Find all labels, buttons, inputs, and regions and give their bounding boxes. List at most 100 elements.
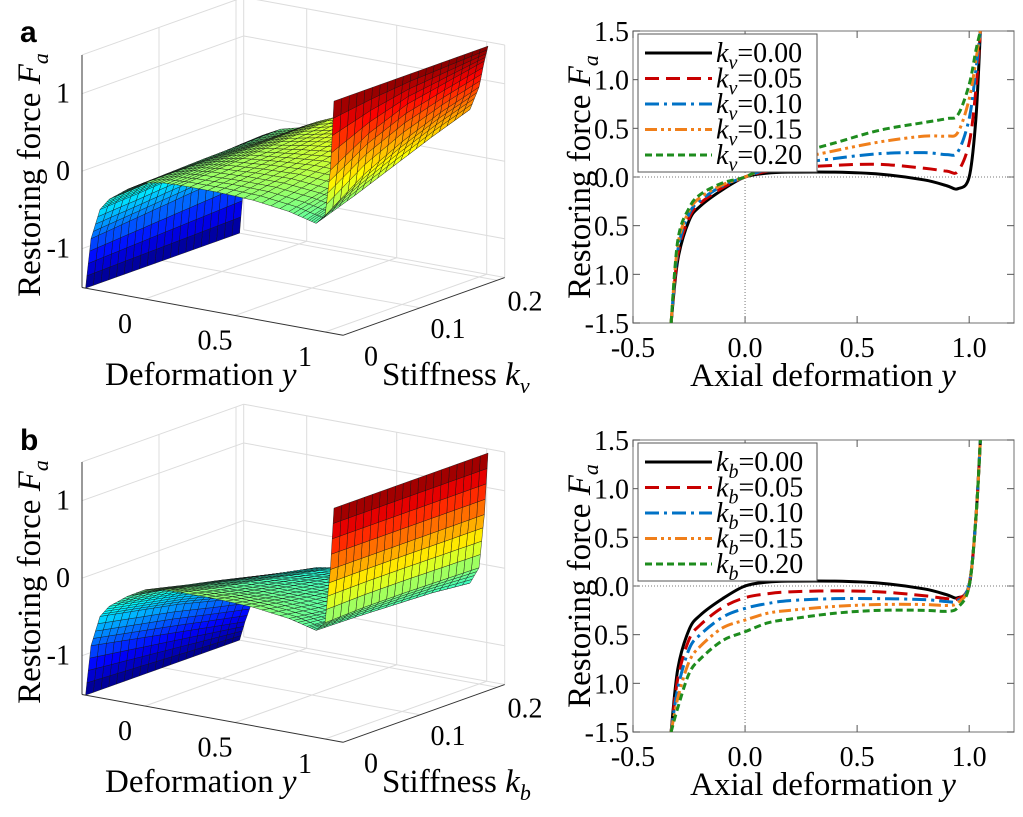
line-plot-a: 1.51.00.50.00.51.0-1.5-0.5 0.0 0.5 1.0kv=0.… <box>562 17 1015 394</box>
legend-variable: k <box>716 89 729 120</box>
x-axis-label: Deformation y <box>105 357 297 393</box>
surface-cell <box>456 461 466 480</box>
legend-entry: kv=0.00 <box>716 38 802 74</box>
surface-plot-b: 1 0 -1 0 0.5 1 0 0.1 0.2 Deformation y Stiffness k… <box>12 403 543 805</box>
grid-line <box>81 35 244 95</box>
legend-subscript: v <box>728 78 737 100</box>
legend-entry: kv=0.05 <box>716 64 802 100</box>
z-tick-label: -1 <box>47 234 70 265</box>
surface-cell <box>409 477 419 497</box>
y-tick-label: 0.2 <box>508 286 543 317</box>
y-axis-label: Restoring force Fa <box>562 55 603 299</box>
z-axis-label-text: Restoring force <box>12 491 48 704</box>
y-tick-label: 0.5 <box>594 114 629 145</box>
surface-cell <box>340 502 350 521</box>
grid-line <box>81 403 244 463</box>
grid-line <box>158 666 421 716</box>
x-tick-label: 1 <box>298 749 312 780</box>
x-axis-label-text: Axial deformation <box>690 767 941 803</box>
legend-value: =0.15 <box>737 115 802 146</box>
surface-cell <box>332 505 342 524</box>
legend-value: =0.20 <box>737 140 802 171</box>
legend-entry: kv=0.20 <box>716 140 802 176</box>
y-axis-label-text: Restoring force <box>562 495 598 708</box>
y-tick-label: 1.5 <box>594 17 629 48</box>
y-tick-label: 1.5 <box>594 426 629 457</box>
surface-cell <box>371 491 381 510</box>
x-tick-label: 1.0 <box>952 742 987 773</box>
legend-subscript: v <box>728 129 737 151</box>
grid-line <box>243 636 505 686</box>
legend-variable: k <box>716 140 729 171</box>
surface-cell <box>425 472 435 491</box>
surface-cell <box>432 469 443 488</box>
surface-cell <box>355 496 366 516</box>
legend-variable: k <box>716 115 729 146</box>
grid-line <box>235 231 498 281</box>
x-axis-label-text: Deformation <box>105 357 282 393</box>
panel-label-a: a <box>20 16 37 49</box>
legend-value: =0.00 <box>737 38 802 69</box>
legend-value: =0.05 <box>737 64 802 95</box>
surface-cell <box>363 494 373 513</box>
y-tick-label: 0.5 <box>594 621 629 652</box>
x-tick-label: 1 <box>298 342 312 373</box>
surface-mesh <box>85 452 489 696</box>
y-axis-label: Stiffness kv <box>382 357 530 398</box>
x-tick-label: 0.0 <box>728 333 763 364</box>
x-tick-label: 0 <box>118 716 132 747</box>
x-tick-label: 0.5 <box>198 733 233 764</box>
y-axis-label-subscript: a <box>578 464 603 475</box>
y-tick-label: 0.0 <box>594 163 629 194</box>
x-axis-label: Axial deformation y <box>690 358 956 394</box>
z-tick-label: 0 <box>56 563 70 594</box>
legend-subscript: b <box>728 487 738 509</box>
z-tick-label: 0 <box>56 156 70 187</box>
y-tick-label: 1.0 <box>594 475 629 506</box>
z-axis-label: Restoring force Fa <box>12 460 53 704</box>
axis-line <box>81 693 344 743</box>
grid-line <box>81 112 244 172</box>
z-axis-label-text: Restoring force <box>12 84 48 297</box>
axis-line <box>342 277 505 336</box>
x-axis-label-variable: y <box>938 358 956 394</box>
surface-cell <box>479 452 489 472</box>
y-tick-label: 0.1 <box>431 721 466 752</box>
legend-entry: kv=0.15 <box>716 115 802 151</box>
legend-variable: k <box>716 549 729 580</box>
y-tick-label: 0.1 <box>431 314 466 345</box>
y-tick-label: 0.2 <box>508 693 543 724</box>
x-axis-label-variable: y <box>279 357 297 393</box>
series-line-k-0.20 <box>669 31 982 323</box>
surface-mesh <box>85 45 489 289</box>
x-axis-label: Axial deformation y <box>690 767 956 803</box>
y-axis-label: Restoring force Fa <box>562 464 603 708</box>
y-axis-label: Stiffness kb <box>382 764 531 805</box>
y-tick-label: 0.5 <box>594 212 629 243</box>
axis-line <box>81 286 344 336</box>
grid-line <box>81 0 238 56</box>
surface-cell <box>89 644 99 659</box>
legend-variable: k <box>716 38 729 69</box>
z-axis-label-subscript: a <box>28 460 53 471</box>
y-axis-label-text: Restoring force <box>562 86 598 299</box>
grid-line <box>256 0 505 46</box>
y-axis-label-text: Stiffness <box>382 764 505 800</box>
surface-cell <box>463 458 473 477</box>
legend-entry: kv=0.10 <box>716 89 802 125</box>
legend-subscript: b <box>728 563 738 585</box>
z-axis-label-variable: F <box>12 63 48 85</box>
x-tick-label: 0 <box>118 309 132 340</box>
y-axis-label-subscript: b <box>520 780 531 805</box>
x-axis-label-text: Deformation <box>105 764 282 800</box>
y-axis-label-variable: F <box>562 65 598 87</box>
axis-line <box>342 684 505 743</box>
legend-box <box>637 33 818 173</box>
surface-cell <box>379 488 389 508</box>
legend-variable: k <box>716 64 729 95</box>
y-tick-label: 1.0 <box>594 66 629 97</box>
grid-line <box>243 403 505 453</box>
y-tick-label: 1.0 <box>594 260 629 291</box>
